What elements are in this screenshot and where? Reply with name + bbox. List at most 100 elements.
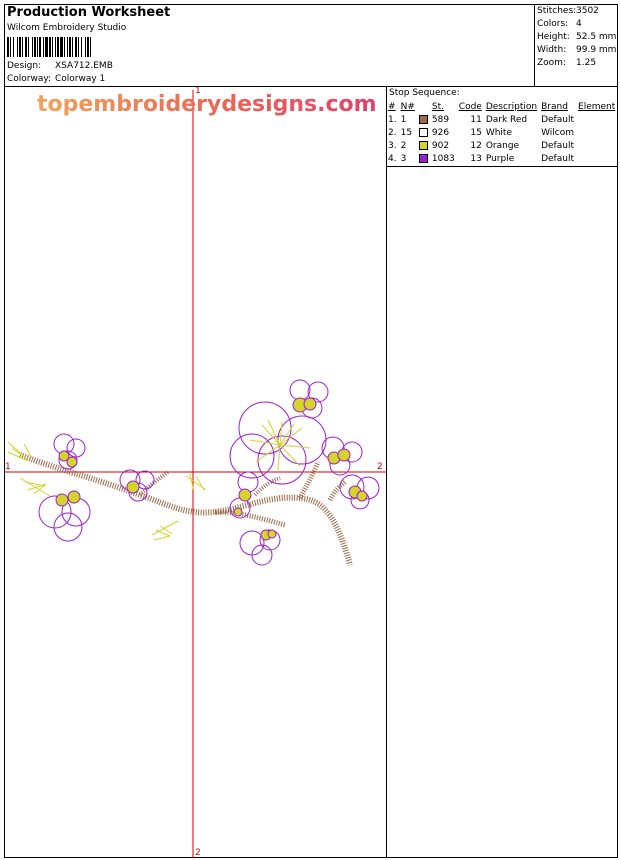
barcode-bar	[13, 37, 14, 57]
axis-marker-left: 1	[5, 462, 11, 472]
row-brand: Default	[541, 140, 574, 151]
barcode-bar	[28, 37, 29, 57]
barcode-bar	[34, 37, 36, 57]
stop-sequence-title: Stop Sequence:	[389, 88, 460, 98]
barcode-bar	[22, 37, 23, 57]
stat-label: Zoom:	[537, 58, 566, 68]
software-name: Wilcom Embroidery Studio	[7, 23, 127, 33]
barcode-bar	[39, 37, 41, 57]
design-label: Design:	[7, 61, 42, 71]
barcode-bar	[78, 37, 79, 57]
row-number: 1.	[388, 114, 397, 125]
barcode-bar	[85, 37, 86, 57]
barcode-bar	[75, 37, 77, 57]
blossom-lower-left	[38, 490, 91, 542]
row-code: 12	[470, 140, 482, 151]
stat-stitches: Stitches:3502	[537, 5, 616, 18]
row-brand: Default	[541, 114, 574, 125]
col-header-brand: Brand	[541, 101, 568, 112]
barcode-bar	[37, 37, 38, 57]
branch-stitches	[18, 452, 353, 566]
col-header-description: Description	[485, 101, 538, 112]
colorway-row: Colorway: Colorway 1	[7, 74, 105, 84]
row-number: 3.	[388, 140, 397, 151]
blossom-left	[53, 433, 86, 470]
color-swatch	[418, 127, 428, 137]
barcode-bar	[57, 37, 59, 57]
colorway-value: Colorway 1	[55, 74, 106, 84]
color-swatch	[418, 114, 428, 124]
barcode-bar	[19, 37, 21, 57]
color-swatch	[418, 140, 428, 150]
row-needle: 3	[400, 153, 407, 164]
row-description: Dark Red	[485, 114, 528, 125]
barcode-bar	[87, 37, 89, 57]
barcode-bar	[64, 37, 65, 57]
stop-table-divider	[386, 166, 618, 167]
barcode-bar	[55, 37, 56, 57]
row-needle: 2	[400, 140, 407, 151]
design-stats: Stitches:3502 Colors: 4 Height: 52.5 mm Wi…	[537, 5, 616, 70]
barcode-bar	[60, 37, 63, 57]
table-row: 4. 3 1083 13 Purple Default	[387, 152, 618, 165]
col-header-code: Code	[458, 101, 482, 112]
barcode-bar	[32, 37, 33, 57]
barcode-bar	[69, 37, 71, 57]
barcode-bar	[7, 37, 9, 57]
stat-width: Width: 99.9 mm	[537, 44, 616, 57]
barcode-bar	[90, 37, 91, 57]
stop-table-header: # N# St. Code Description Brand Element	[387, 100, 618, 113]
leaf-sprigs	[7, 441, 207, 541]
row-stitches: 902	[431, 140, 450, 151]
barcode-bar	[67, 37, 68, 57]
barcode-bar	[81, 37, 82, 57]
panel-divider	[386, 86, 387, 858]
page-title: Production Worksheet	[7, 5, 171, 20]
barcode-bar	[72, 37, 73, 57]
barcode-bar	[25, 37, 27, 57]
stat-zoom: Zoom: 1.25	[537, 57, 616, 70]
axis-marker-top: 1	[195, 86, 201, 96]
stat-value: 1.25	[576, 58, 597, 68]
design-row: Design: XSA712.EMB	[7, 61, 113, 71]
watermark-text: topembroiderydesigns.com	[37, 92, 377, 117]
row-code: 15	[470, 127, 482, 138]
blossom-large	[229, 401, 327, 485]
stat-value: 4	[576, 19, 582, 29]
barcode-bar	[45, 37, 48, 57]
blossom-bottom	[239, 529, 281, 566]
worksheet-frame	[4, 4, 618, 858]
row-stitches: 1083	[431, 153, 455, 164]
row-stitches: 589	[431, 114, 450, 125]
blossom-center	[229, 471, 259, 519]
stats-divider	[534, 4, 535, 86]
stat-label: Stitches:	[537, 6, 577, 16]
stop-sequence-table: # N# St. Code Description Brand Element …	[387, 100, 618, 165]
col-header-needle: N#	[400, 101, 415, 112]
color-swatch	[418, 153, 428, 163]
col-header-element: Element	[578, 101, 616, 112]
row-swatch	[418, 152, 431, 165]
axis-marker-right: 2	[377, 462, 383, 472]
row-needle: 15	[400, 127, 413, 138]
design-barcode	[7, 37, 131, 57]
row-needle: 1	[400, 114, 407, 125]
colorway-label: Colorway:	[7, 74, 52, 84]
stat-value: 99.9 mm	[576, 45, 617, 55]
table-row: 1. 1 589 11 Dark Red Default	[387, 113, 618, 126]
barcode-bar	[17, 37, 18, 57]
table-row: 3. 2 902 12 Orange Default	[387, 139, 618, 152]
blossom-right-edge	[339, 474, 380, 510]
blossom-mid-right	[321, 436, 363, 476]
row-swatch	[418, 126, 431, 139]
barcode-bar	[49, 37, 51, 57]
stat-value: 52.5 mm	[576, 32, 617, 42]
row-description: Purple	[485, 153, 515, 164]
col-header-stitches: St.	[431, 101, 444, 112]
table-row: 2. 15 926 15 White Wilcom	[387, 126, 618, 139]
barcode-bar	[52, 37, 53, 57]
row-stitches: 926	[431, 127, 450, 138]
row-swatch	[418, 139, 431, 152]
stat-label: Width:	[537, 45, 567, 55]
